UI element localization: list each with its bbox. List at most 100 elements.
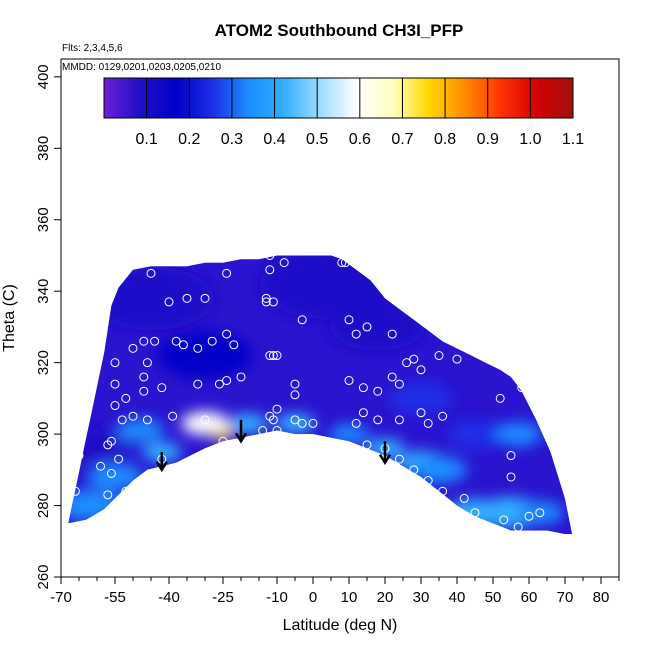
sample-point	[110, 401, 120, 411]
sample-point	[261, 293, 271, 303]
sample-point	[193, 343, 203, 353]
colorbar-tick-label: 0.6	[349, 131, 371, 148]
y-tick-label: 400	[35, 64, 52, 89]
sample-point	[268, 415, 278, 425]
sample-point	[416, 365, 426, 375]
sample-point	[139, 336, 149, 346]
sample-points	[70, 250, 545, 532]
sample-point	[416, 408, 426, 418]
sample-point	[117, 415, 127, 425]
sample-point	[438, 486, 448, 496]
heatmap-cell	[330, 303, 426, 351]
sample-point	[110, 358, 120, 368]
colorbar-tick-label: 0.7	[391, 131, 413, 148]
sample-point	[351, 329, 361, 339]
sample-point	[387, 329, 397, 339]
heatmap-cell	[211, 428, 235, 441]
colorbar-tick-label: 0.8	[434, 131, 456, 148]
sample-point	[70, 486, 80, 496]
sample-point	[272, 404, 282, 414]
sample-point	[106, 436, 116, 446]
sample-point	[423, 476, 433, 486]
sample-point	[513, 522, 523, 532]
sample-point	[344, 315, 354, 325]
heatmap-cell	[87, 463, 143, 491]
sample-point	[157, 383, 167, 393]
y-axis-label: Theta (C)	[1, 284, 18, 352]
sample-point	[200, 293, 210, 303]
colorbar-tick-label: 0.1	[136, 131, 158, 148]
sample-point	[394, 454, 404, 464]
sample-point	[222, 329, 232, 339]
sample-point	[362, 440, 372, 450]
sample-point	[171, 336, 181, 346]
heatmap-cell	[494, 422, 542, 446]
x-tick-label: -40	[158, 589, 180, 606]
arrow-marker	[378, 441, 392, 466]
sample-point	[261, 297, 271, 307]
x-tick-label: -25	[212, 589, 234, 606]
sample-point	[74, 451, 84, 461]
sample-point	[362, 322, 372, 332]
x-tick-label: -70	[50, 589, 72, 606]
chart-title: ATOM2 Southbound CH3I_PFP	[215, 21, 464, 40]
sample-point	[121, 393, 131, 403]
heatmap-cell	[87, 266, 215, 331]
sample-point	[297, 418, 307, 428]
sample-point	[452, 354, 462, 364]
colorbar-tick-label: 0.2	[178, 131, 200, 148]
y-tick-label: 260	[35, 564, 52, 589]
sample-point	[409, 465, 419, 475]
x-tick-label: 40	[449, 589, 466, 606]
arrow-marker	[155, 451, 168, 473]
colorbar-tick-label: 0.3	[221, 131, 243, 148]
sample-point	[146, 268, 156, 278]
y-tick-label: 320	[35, 350, 52, 375]
y-tick-label: 340	[35, 279, 52, 304]
arrows	[155, 419, 392, 473]
heatmap-cell	[411, 455, 467, 484]
mmdd-annotation: MMDD: 0129,0201,0203,0205,0210	[62, 62, 221, 73]
sample-point	[340, 258, 350, 268]
sample-point	[96, 461, 106, 471]
x-tick-label: 0	[309, 589, 317, 606]
heatmap-cell	[329, 424, 369, 445]
colorbar-lines	[146, 78, 574, 118]
colorbar-frame	[103, 77, 574, 119]
y-tick-label: 380	[35, 136, 52, 161]
sample-point	[128, 343, 138, 353]
sample-point	[290, 415, 300, 425]
sample-point	[344, 376, 354, 386]
x-tick-label: 70	[557, 589, 574, 606]
heatmap-cell	[157, 331, 253, 380]
sample-point	[178, 340, 188, 350]
x-tick-label: 30	[413, 589, 430, 606]
sample-point	[470, 508, 480, 518]
sample-point	[182, 293, 192, 303]
sample-point	[200, 415, 210, 425]
sample-point	[214, 379, 224, 389]
x-axis: -70 -55 -40 -25 -10 0 10 20 30 40 50 60 70 80	[50, 576, 620, 606]
sample-point	[265, 265, 275, 275]
sample-point	[114, 454, 124, 464]
sample-point	[236, 372, 246, 382]
sample-point	[423, 418, 433, 428]
sample-point	[128, 411, 138, 421]
sample-point	[272, 426, 282, 436]
x-tick-label: -10	[266, 589, 288, 606]
heatmap-cell	[447, 420, 503, 448]
sample-point	[290, 390, 300, 400]
sample-point	[268, 351, 278, 361]
sample-point	[459, 493, 469, 503]
sample-point	[150, 336, 160, 346]
colorbar-tick-label: 1.0	[519, 131, 541, 148]
sample-point	[394, 415, 404, 425]
heatmap-cell	[116, 418, 164, 443]
sample-point	[535, 508, 545, 518]
arrow-marker	[234, 419, 248, 444]
sample-point	[193, 379, 203, 389]
sample-point	[402, 358, 412, 368]
heatmap-cell	[516, 500, 564, 525]
sample-point	[290, 379, 300, 389]
